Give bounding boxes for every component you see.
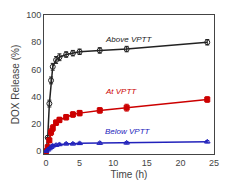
svg-text:60: 60 [31,65,41,75]
svg-text:At VPTT: At VPTT [105,87,137,96]
svg-text:10: 10 [108,158,118,168]
svg-text:5: 5 [77,158,82,168]
svg-text:40: 40 [31,92,41,102]
svg-text:100: 100 [26,10,41,20]
svg-text:DOX Release (%): DOX Release (%) [10,45,21,124]
svg-text:80: 80 [31,37,41,47]
svg-text:Above VPTT: Above VPTT [105,35,152,44]
svg-text:25: 25 [209,158,219,168]
svg-text:Below VPTT: Below VPTT [105,127,151,136]
svg-text:0: 0 [44,158,49,168]
svg-text:20: 20 [175,158,185,168]
svg-text:0: 0 [36,146,41,156]
svg-text:20: 20 [31,119,41,129]
svg-text:15: 15 [142,158,152,168]
svg-text:Time (h): Time (h) [111,169,148,180]
